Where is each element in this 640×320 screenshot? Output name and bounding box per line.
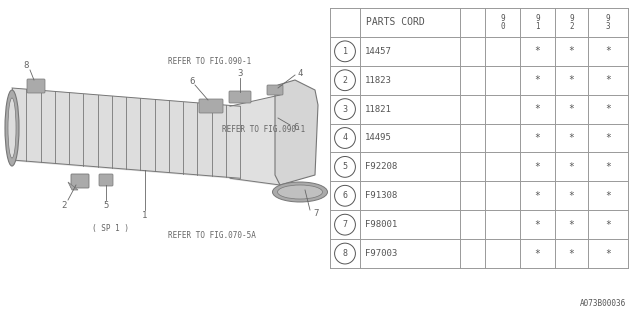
Text: F92208: F92208 — [365, 162, 397, 172]
Text: 6: 6 — [293, 123, 298, 132]
FancyBboxPatch shape — [71, 174, 89, 188]
Text: 7: 7 — [342, 220, 348, 229]
Ellipse shape — [8, 98, 16, 158]
Text: 9
0: 9 0 — [500, 14, 505, 31]
Text: *: * — [605, 104, 611, 114]
Ellipse shape — [5, 90, 19, 166]
Text: *: * — [605, 191, 611, 201]
Text: REFER TO FIG.070-5A: REFER TO FIG.070-5A — [168, 230, 256, 239]
Text: 6: 6 — [189, 77, 195, 86]
Text: *: * — [534, 220, 540, 230]
Text: 8: 8 — [23, 61, 29, 70]
Text: 2: 2 — [61, 201, 67, 210]
Text: *: * — [534, 249, 540, 259]
Text: F97003: F97003 — [365, 249, 397, 258]
Text: F91308: F91308 — [365, 191, 397, 200]
Text: PARTS CORD: PARTS CORD — [365, 18, 424, 28]
Text: 9
1: 9 1 — [535, 14, 540, 31]
Text: *: * — [605, 46, 611, 56]
Text: 11823: 11823 — [365, 76, 392, 85]
Text: 4: 4 — [342, 133, 348, 142]
Text: *: * — [534, 162, 540, 172]
Text: *: * — [568, 249, 575, 259]
Text: 6: 6 — [342, 191, 348, 200]
Text: *: * — [534, 104, 540, 114]
FancyBboxPatch shape — [199, 99, 223, 113]
Text: *: * — [534, 191, 540, 201]
Text: *: * — [568, 46, 575, 56]
Text: 4: 4 — [298, 68, 303, 77]
Polygon shape — [275, 80, 318, 185]
Text: *: * — [568, 104, 575, 114]
Text: *: * — [568, 191, 575, 201]
Text: F98001: F98001 — [365, 220, 397, 229]
Text: *: * — [568, 162, 575, 172]
Text: REFER TO FIG.090-1: REFER TO FIG.090-1 — [168, 58, 252, 67]
Ellipse shape — [278, 185, 323, 199]
Text: 3: 3 — [237, 69, 243, 78]
Text: *: * — [605, 75, 611, 85]
Text: 9
2: 9 2 — [569, 14, 574, 31]
Text: *: * — [568, 75, 575, 85]
Text: 5: 5 — [342, 162, 348, 172]
Text: 14495: 14495 — [365, 133, 392, 142]
Text: REFER TO FIG.090-1: REFER TO FIG.090-1 — [222, 125, 305, 134]
Text: *: * — [605, 249, 611, 259]
Text: 5: 5 — [103, 202, 109, 211]
Text: *: * — [568, 220, 575, 230]
Text: *: * — [605, 162, 611, 172]
Text: 9
3: 9 3 — [605, 14, 611, 31]
Text: 3: 3 — [342, 105, 348, 114]
Text: 11821: 11821 — [365, 105, 392, 114]
Text: 8: 8 — [342, 249, 348, 258]
Text: *: * — [534, 46, 540, 56]
Ellipse shape — [273, 182, 328, 202]
FancyBboxPatch shape — [27, 79, 45, 93]
Polygon shape — [68, 182, 78, 190]
FancyBboxPatch shape — [267, 85, 283, 95]
Text: *: * — [534, 75, 540, 85]
Text: *: * — [605, 220, 611, 230]
Text: A073B00036: A073B00036 — [580, 299, 626, 308]
Text: *: * — [534, 133, 540, 143]
Text: 14457: 14457 — [365, 47, 392, 56]
Text: 7: 7 — [313, 210, 318, 219]
FancyBboxPatch shape — [229, 91, 251, 103]
FancyBboxPatch shape — [99, 174, 113, 186]
Text: 1: 1 — [142, 211, 148, 220]
Text: ( SP 1 ): ( SP 1 ) — [92, 223, 129, 233]
Text: *: * — [568, 133, 575, 143]
Text: 2: 2 — [342, 76, 348, 85]
Text: 1: 1 — [342, 47, 348, 56]
Text: *: * — [605, 133, 611, 143]
